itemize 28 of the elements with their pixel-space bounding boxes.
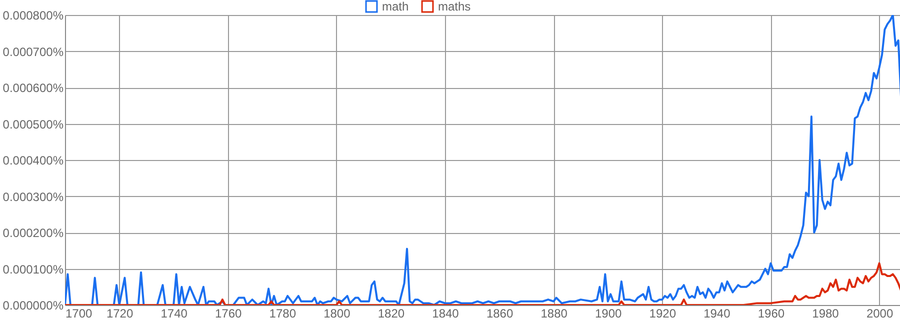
x-tick-label: 1940	[704, 306, 731, 320]
line-series	[65, 15, 900, 305]
y-tick-label: 0.000200%	[2, 226, 64, 240]
legend-label: math	[382, 0, 409, 14]
x-tick-label: 1980	[812, 306, 840, 320]
x-tick-label: 1780	[269, 306, 296, 320]
x-tick-label: 1840	[432, 306, 460, 320]
x-tick-label: 1760	[215, 306, 242, 320]
y-tick-label: 0.000800%	[2, 8, 64, 22]
legend-label: maths	[438, 0, 471, 14]
x-tick-label: 1960	[758, 306, 785, 320]
y-tick-label: 0.000300%	[2, 190, 64, 204]
x-tick-label: 1880	[540, 306, 568, 320]
x-tick-label: 1700	[66, 306, 93, 320]
x-tick-label: 1900	[595, 306, 622, 320]
y-tick-label: 0.000100%	[2, 262, 64, 276]
y-tick-label: 0.000600%	[2, 81, 64, 95]
y-tick-label: 0.000400%	[2, 154, 64, 168]
x-tick-label: 1720	[106, 306, 134, 320]
x-tick-label: 1800	[324, 306, 351, 320]
y-tick-label: 0.000500%	[2, 117, 64, 132]
x-tick-label: 1740	[160, 306, 188, 320]
x-tick-label: 1820	[378, 306, 405, 320]
y-tick-label: 0.000000%	[2, 298, 64, 312]
x-tick-label: 2000	[866, 306, 894, 320]
x-tick-label: 1860	[486, 306, 514, 320]
y-tick-label: 0.000700%	[2, 44, 64, 59]
x-tick-label: 1920	[649, 306, 676, 320]
